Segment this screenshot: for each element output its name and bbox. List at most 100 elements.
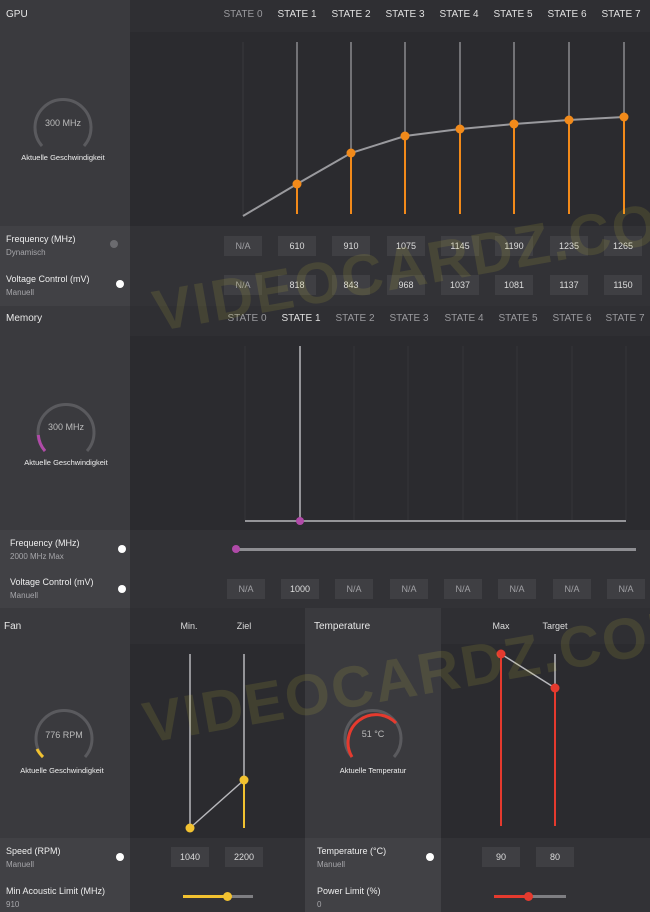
memory-voltage-state5[interactable]: N/A <box>498 579 536 599</box>
gpu-voltage-state4[interactable]: 1037 <box>441 275 479 295</box>
gpu-voltage-state7[interactable]: 1150 <box>604 275 642 295</box>
gpu-frequency-state3[interactable]: 1075 <box>387 236 425 256</box>
gpu-voltage-state1[interactable]: 818 <box>278 275 316 295</box>
gpu-state-6[interactable]: STATE 6 <box>547 9 587 20</box>
memory-state-3[interactable]: STATE 3 <box>389 313 429 324</box>
memory-state-0[interactable]: STATE 0 <box>227 313 267 324</box>
gpu-state-0[interactable]: STATE 0 <box>223 9 263 20</box>
gpu-gauge-value: 300 MHz <box>44 118 81 128</box>
gpu-state-7[interactable]: STATE 7 <box>601 9 641 20</box>
fan-acoustic-label: Min Acoustic Limit (MHz) <box>6 886 106 896</box>
fan-speed-target-input[interactable]: 2200 <box>225 847 263 867</box>
gpu-voltage-label: Voltage Control (mV) <box>6 274 90 284</box>
memory-state-1[interactable]: STATE 1 <box>281 313 321 324</box>
memory-state-5[interactable]: STATE 5 <box>498 313 538 324</box>
fan-acoustic-slider-handle[interactable] <box>223 892 232 901</box>
memory-curve-area[interactable] <box>130 336 650 530</box>
gpu-point-state6[interactable] <box>564 115 574 125</box>
fan-speed-min-input[interactable]: 1040 <box>171 847 209 867</box>
memory-frequency-slider-handle[interactable] <box>232 545 240 553</box>
memory-voltage-state0[interactable]: N/A <box>227 579 265 599</box>
temperature-target-input[interactable]: 80 <box>536 847 574 867</box>
fan-acoustic-slider-fill <box>183 895 227 898</box>
memory-voltage-state2[interactable]: N/A <box>335 579 373 599</box>
temperature-label: Temperature (°C) <box>317 846 387 856</box>
fan-gauge <box>34 708 94 759</box>
memory-state-6[interactable]: STATE 6 <box>552 313 592 324</box>
memory-frequency-label: Frequency (MHz) <box>10 538 80 548</box>
memory-voltage-state4[interactable]: N/A <box>444 579 482 599</box>
gpu-frequency-state5[interactable]: 1190 <box>495 236 533 256</box>
gpu-state-5[interactable]: STATE 5 <box>493 9 533 20</box>
gpu-state-3[interactable]: STATE 3 <box>385 9 425 20</box>
memory-gauge-panel <box>0 336 130 530</box>
gpu-frequency-state1[interactable]: 610 <box>278 236 316 256</box>
memory-voltage-state1[interactable]: 1000 <box>281 579 319 599</box>
gpu-voltage-state6[interactable]: 1137 <box>550 275 588 295</box>
memory-voltage-state3[interactable]: N/A <box>390 579 428 599</box>
gpu-gauge-track <box>33 97 93 147</box>
temperature-point-target[interactable] <box>550 683 560 693</box>
temperature-curve-plot[interactable] <box>441 644 650 838</box>
memory-voltage-state6[interactable]: N/A <box>553 579 591 599</box>
fan-speed-mode: Manuell <box>6 860 35 869</box>
temperature-gauge-caption: Aktuelle Temperatur <box>339 766 407 775</box>
gpu-state-1[interactable]: STATE 1 <box>277 9 317 20</box>
gpu-curve-plot[interactable] <box>130 32 650 226</box>
gpu-frequency-state0[interactable]: N/A <box>224 236 262 256</box>
gpu-voltage-control <box>0 266 130 306</box>
memory-point-state1[interactable] <box>296 517 304 525</box>
gpu-voltage-state0[interactable]: N/A <box>224 275 262 295</box>
gpu-point-state1[interactable] <box>292 179 302 189</box>
gpu-state-4[interactable]: STATE 4 <box>439 9 479 20</box>
gpu-voltage-toggle[interactable] <box>116 280 124 288</box>
memory-curve-plot[interactable] <box>130 336 650 530</box>
gpu-state-2[interactable]: STATE 2 <box>331 9 371 20</box>
gpu-voltage-state3[interactable]: 968 <box>387 275 425 295</box>
memory-frequency-slider-track[interactable] <box>236 548 636 551</box>
memory-voltage-state7[interactable]: N/A <box>607 579 645 599</box>
gpu-point-state7[interactable] <box>619 112 629 122</box>
fan-gauge-panel <box>0 644 130 838</box>
gpu-voltage-state2[interactable]: 843 <box>332 275 370 295</box>
temperature-gauge-value: 51 °C <box>361 729 385 739</box>
memory-frequency-control <box>0 530 130 570</box>
gpu-frequency-state2[interactable]: 910 <box>332 236 370 256</box>
memory-voltage-mode: Manuell <box>10 591 39 600</box>
fan-speed-toggle[interactable] <box>116 853 124 861</box>
fan-point-min[interactable] <box>185 823 195 833</box>
gpu-voltage-state5[interactable]: 1081 <box>495 275 533 295</box>
fan-curve-area[interactable] <box>130 644 305 838</box>
temperature-control <box>305 838 441 878</box>
gpu-frequency-state4[interactable]: 1145 <box>441 236 479 256</box>
gpu-point-state4[interactable] <box>455 124 465 134</box>
memory-frequency-toggle[interactable] <box>118 545 126 553</box>
temperature-gauge-panel <box>305 644 441 838</box>
gpu-frequency-mode: Dynamisch <box>6 248 46 257</box>
memory-state-2[interactable]: STATE 2 <box>335 313 375 324</box>
fan-curve-line <box>189 779 245 829</box>
memory-state-7[interactable]: STATE 7 <box>605 313 645 324</box>
power-limit-slider-handle[interactable] <box>524 892 533 901</box>
memory-gauge-fill <box>36 434 47 452</box>
fan-header-side <box>0 608 130 644</box>
temperature-gauge-track <box>343 708 403 758</box>
gpu-frequency-state7[interactable]: 1265 <box>604 236 642 256</box>
memory-voltage-toggle[interactable] <box>118 585 126 593</box>
gpu-frequency-state6[interactable]: 1235 <box>550 236 588 256</box>
temperature-toggle[interactable] <box>426 853 434 861</box>
power-limit-label: Power Limit (%) <box>317 886 381 896</box>
gpu-point-state5[interactable] <box>509 119 519 129</box>
gpu-frequency-toggle[interactable] <box>110 240 118 248</box>
fan-curve-plot[interactable] <box>130 644 305 838</box>
fan-gauge-track <box>34 708 94 758</box>
temperature-point-max[interactable] <box>496 649 506 659</box>
gpu-gauge-caption: Aktuelle Geschwindigkeit <box>21 153 105 162</box>
fan-point-target[interactable] <box>239 775 249 785</box>
temperature-curve-area[interactable] <box>441 644 650 838</box>
memory-state-4[interactable]: STATE 4 <box>444 313 484 324</box>
gpu-point-state3[interactable] <box>400 131 410 141</box>
gpu-point-state2[interactable] <box>346 148 356 158</box>
gpu-curve-area[interactable] <box>130 32 650 226</box>
temperature-max-input[interactable]: 90 <box>482 847 520 867</box>
